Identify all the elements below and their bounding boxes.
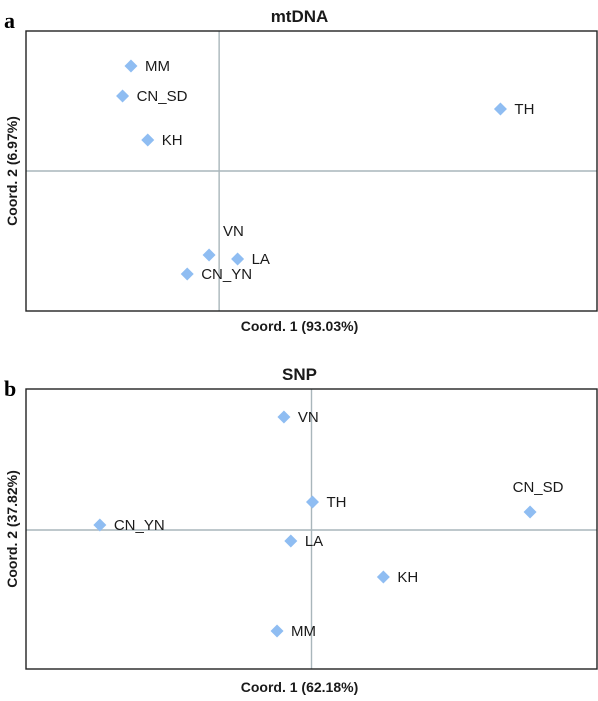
point-label-la: LA	[252, 251, 270, 268]
point-label-vn: VN	[298, 409, 319, 426]
data-point-vn	[202, 248, 216, 262]
point-label-th: TH	[514, 101, 534, 118]
data-point-vn	[277, 410, 291, 424]
point-label-la: LA	[305, 533, 323, 550]
x-axis-label: Coord. 1 (93.03%)	[241, 318, 358, 334]
chart-panel-a: a mtDNA Coord. 1 (93.03%) Coord. 2 (6.97%) M…	[4, 7, 598, 334]
point-label-cn-yn: CN_YN	[114, 517, 165, 534]
plot-frame	[25, 388, 598, 670]
chart-title: SNP	[282, 365, 317, 384]
chart-title: mtDNA	[271, 7, 329, 26]
y-axis-label: Coord. 2 (37.82%)	[4, 470, 20, 587]
chart-panel-b: b SNP Coord. 1 (62.18%) Coord. 2 (37.82%) VN…	[4, 365, 598, 695]
point-label-kh: KH	[397, 569, 418, 586]
point-label-cn-sd: CN_SD	[137, 88, 188, 105]
y-axis-label: Coord. 2 (6.97%)	[4, 116, 20, 226]
data-point-la	[284, 534, 298, 548]
point-label-th: TH	[326, 494, 346, 511]
data-point-cn-sd	[523, 505, 537, 519]
point-label-cn-sd: CN_SD	[513, 479, 564, 496]
panel-letter: b	[4, 376, 16, 401]
data-point-th	[493, 102, 507, 116]
data-point-mm	[124, 59, 138, 73]
panel-letter: a	[4, 8, 15, 33]
data-point-cn-yn	[93, 518, 107, 532]
data-point-mm	[270, 624, 284, 638]
x-axis-label: Coord. 1 (62.18%)	[241, 679, 358, 695]
point-label-vn: VN	[223, 223, 244, 240]
point-label-mm: MM	[145, 58, 170, 75]
plot-frame	[25, 30, 598, 312]
point-label-cn-yn: CN_YN	[201, 266, 252, 283]
point-label-mm: MM	[291, 623, 316, 640]
data-point-kh	[376, 570, 390, 584]
data-point-cn-yn	[180, 267, 194, 281]
data-point-la	[231, 252, 245, 266]
data-point-cn-sd	[116, 89, 130, 103]
data-point-th	[305, 495, 319, 509]
point-label-kh: KH	[162, 132, 183, 149]
data-point-kh	[141, 133, 155, 147]
